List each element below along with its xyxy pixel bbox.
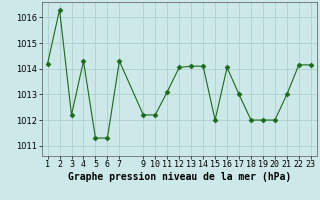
- X-axis label: Graphe pression niveau de la mer (hPa): Graphe pression niveau de la mer (hPa): [68, 172, 291, 182]
